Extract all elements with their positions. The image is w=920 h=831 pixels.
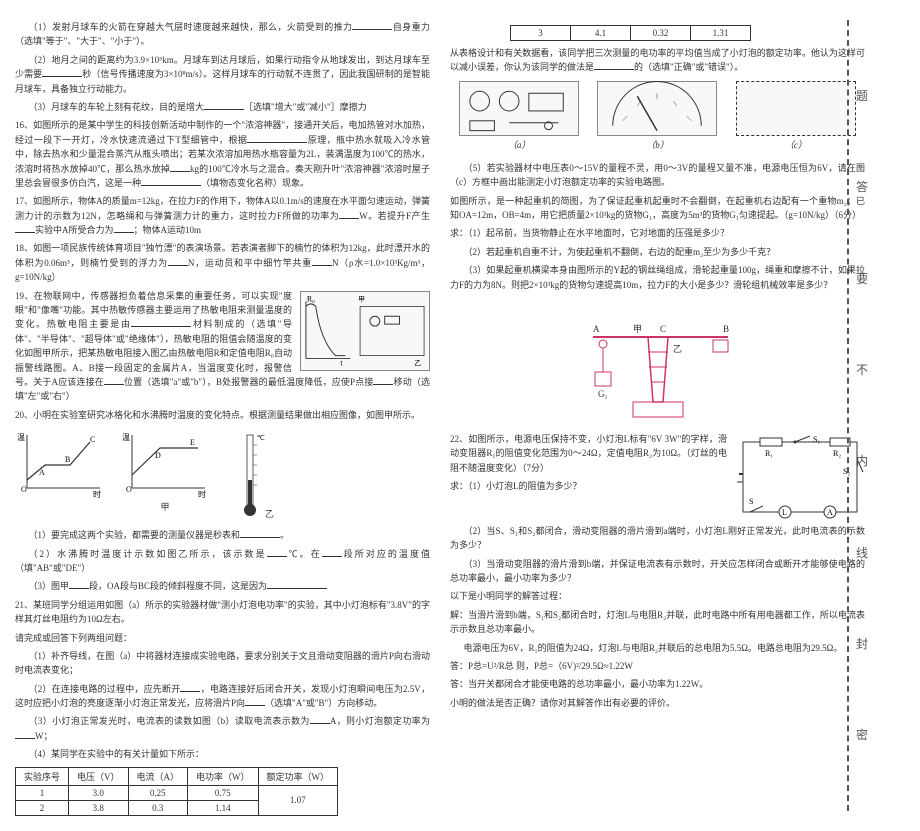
- sol-l4: 答：当开关都闭合才能使电路的总功率最小，最小功率为1.22W。: [450, 677, 865, 691]
- q21-6: （5）若实验器材中电压表0～15V的量程不灵，用0～3V的量程又量不准，电源电压…: [450, 161, 865, 190]
- chart-1: A B C O 温 时: [15, 430, 105, 500]
- q20-2: （2）水沸腾时温度计示数如图乙所示，该示数是℃。在段所对应的温度值（填"AB"或…: [15, 547, 430, 576]
- svg-text:t: t: [340, 358, 343, 367]
- thermometer: ℃: [235, 430, 265, 520]
- svg-text:B: B: [723, 324, 729, 334]
- svg-text:E: E: [190, 438, 195, 447]
- svg-text:S₁: S₁: [813, 435, 820, 444]
- sol-l5: 小明的做法是否正确？请你对其解答作出有必要的评价。: [450, 696, 865, 710]
- q2: （2）地月之间的距离约为3.9×10⁵km。月球车到达月球后，如果行动指令从地球…: [15, 53, 430, 96]
- svg-text:时: 时: [198, 489, 206, 499]
- svg-text:D: D: [155, 451, 161, 460]
- chart-2: D E O 温 时 甲: [120, 430, 210, 500]
- q20-3: （3）图甲段，OA段与BC段的倾斜程度不同，这是因为: [15, 579, 430, 593]
- svg-text:时: 时: [93, 489, 101, 499]
- seal-line: 题 答 要 不 内 线 封 密: [847, 20, 875, 811]
- svg-text:R₂: R₂: [833, 449, 841, 458]
- data-table-2: 3 4.1 0.32 1.31: [510, 25, 751, 41]
- meter-b: [597, 81, 717, 136]
- q21r: 请完成或回答下列两组问题：: [15, 631, 430, 645]
- q21-5: 从表格设计和有关数据看，该同学把三次测量的电功率的平均值当成了小灯泡的额定功率。…: [450, 46, 865, 75]
- svg-text:R₁: R₁: [765, 449, 773, 458]
- svg-text:乙: 乙: [414, 359, 421, 367]
- svg-text:B: B: [65, 455, 70, 464]
- right-column: 3 4.1 0.32 1.31 从表格设计和有关数据看，该同学把三次测量的电功率…: [440, 0, 880, 831]
- q21-4: （4）某同学在实验中的有关计量如下所示：: [15, 747, 430, 761]
- q22: 如图所示，是一种起重机的简图，为了保证起重机起重时不会翻倒，在起重机右边配有一个…: [450, 194, 865, 223]
- svg-text:L: L: [782, 508, 787, 517]
- q23-s3: （3）当滑动变阻器的滑片滑到b端，并保证电流表有示数时，开关应怎样闭合或断开才能…: [450, 557, 865, 586]
- q1: （1）发射月球车的火箭在穿越大气层时速度越来越快，那么，火箭受到的推力自身重力（…: [15, 20, 430, 49]
- svg-text:A: A: [39, 468, 45, 477]
- charts-row: A B C O 温 时 D E O 温 时: [15, 430, 430, 520]
- q20: 20、小明在实验室研究冰格化和水沸腾时温度的变化特点。根据测量结果做出相应图像，…: [15, 408, 430, 422]
- svg-text:O: O: [126, 485, 132, 494]
- q3: （3）月球车的车轮上刻有花纹，目的是增大［选填"增大"或"减小"］摩擦力: [15, 100, 430, 114]
- q23-s2b: （2）当S、S₁和S₂都闭合，滑动变阻器的滑片滑到a端时，小灯泡L刚好正常发光，…: [450, 524, 865, 553]
- q22-s3: （3）如果起重机横梁本身由图所示的Y起的钢丝绳组成，滑轮起重量100g，绳重和摩…: [450, 263, 865, 292]
- q21-1: （1）补齐导线，在图（a）中将器材连接成实验电路，要求分别关于文且滑动变阻器的滑…: [15, 649, 430, 678]
- sol-l1: 解：当滑片滑到b端，S₁和S₂都闭合时，灯泡L与电阻R₂并联，此时电路中所有用电…: [450, 608, 865, 637]
- instruments-row: （a） （b） （c）: [450, 81, 865, 151]
- q21: 21、某班同学分组运用如图（a）所示的实验器材做"测小灯泡电功率"的实验，其中小…: [15, 598, 430, 627]
- q18: 18、如图一项民族传统体育项目"独竹漂"的表演场景。若表演者脚下的楠竹的体积为1…: [15, 241, 430, 284]
- box-c: [736, 81, 856, 136]
- circuit-diagram-2: R₁ S₁ R₂ S₂ L A S: [735, 434, 865, 519]
- solution-header: 以下是小明同学的解答过程：: [450, 589, 865, 603]
- svg-text:O: O: [21, 485, 27, 494]
- q20-1: （1）要完成这两个实验，都需要的测量仪器是秒表和。: [15, 528, 430, 542]
- svg-text:A: A: [827, 508, 833, 517]
- q21-2: （2）在连接电路的过程中，应先断开，电路连接好后闭合开关，发现小灯泡瞬间电压为2…: [15, 682, 430, 711]
- svg-text:℃: ℃: [257, 434, 265, 442]
- svg-text:C: C: [90, 435, 95, 444]
- q21-3: （3）小灯泡正常发光时，电流表的读数如图（b）读取电流表示数为A，则小灯泡额定功…: [15, 714, 430, 743]
- q16: 16、如图所示的是某中学生的科技创新活动中制作的一个"浓溶神器"，接通开关后，电…: [15, 118, 430, 190]
- svg-text:S: S: [749, 497, 753, 506]
- svg-text:乙: 乙: [673, 344, 682, 354]
- circuit-diagram-甲: R₀ t 甲 乙: [300, 291, 430, 371]
- svg-text:A: A: [593, 324, 600, 334]
- sol-l3: 答：P总=U²/R总 则，P总=（6V)²/29.5Ω≈1.22W: [450, 659, 865, 673]
- crane-diagram: A 甲 C B 乙 G₁: [573, 302, 743, 422]
- svg-text:甲: 甲: [358, 295, 365, 303]
- circuit-a: [459, 81, 579, 136]
- data-table-1: 实验序号 电压（V） 电流（A） 电功率（W） 额定功率（W） 1 3.0 0.…: [15, 767, 338, 816]
- svg-text:R₀: R₀: [307, 294, 315, 303]
- q22-s1: 求：（1）起吊前，当货物静止在水平地面时，它对地面的压强是多少？: [450, 226, 865, 240]
- q17: 17、如图所示，物体A的质量m=12kg，在拉力F的作用下，物体A以0.1m/s…: [15, 194, 430, 237]
- svg-text:温: 温: [122, 433, 130, 442]
- svg-text:温: 温: [17, 433, 25, 442]
- svg-text:甲: 甲: [633, 324, 642, 334]
- svg-text:C: C: [660, 324, 666, 334]
- q22-s2: （2）若起重机自重不计，为使起重机不翻倒，右边的配重m₂至少为多少千克？: [450, 245, 865, 259]
- sol-l2: 电源电压为6V，R₁的阻值为24Ω，灯泡L与电阻R₂并联后的总电阻为5.5Ω。电…: [450, 641, 865, 655]
- svg-text:G₁: G₁: [598, 389, 608, 399]
- left-column: （1）发射月球车的火箭在穿越大气层时速度越来越快，那么，火箭受到的推力自身重力（…: [0, 0, 440, 831]
